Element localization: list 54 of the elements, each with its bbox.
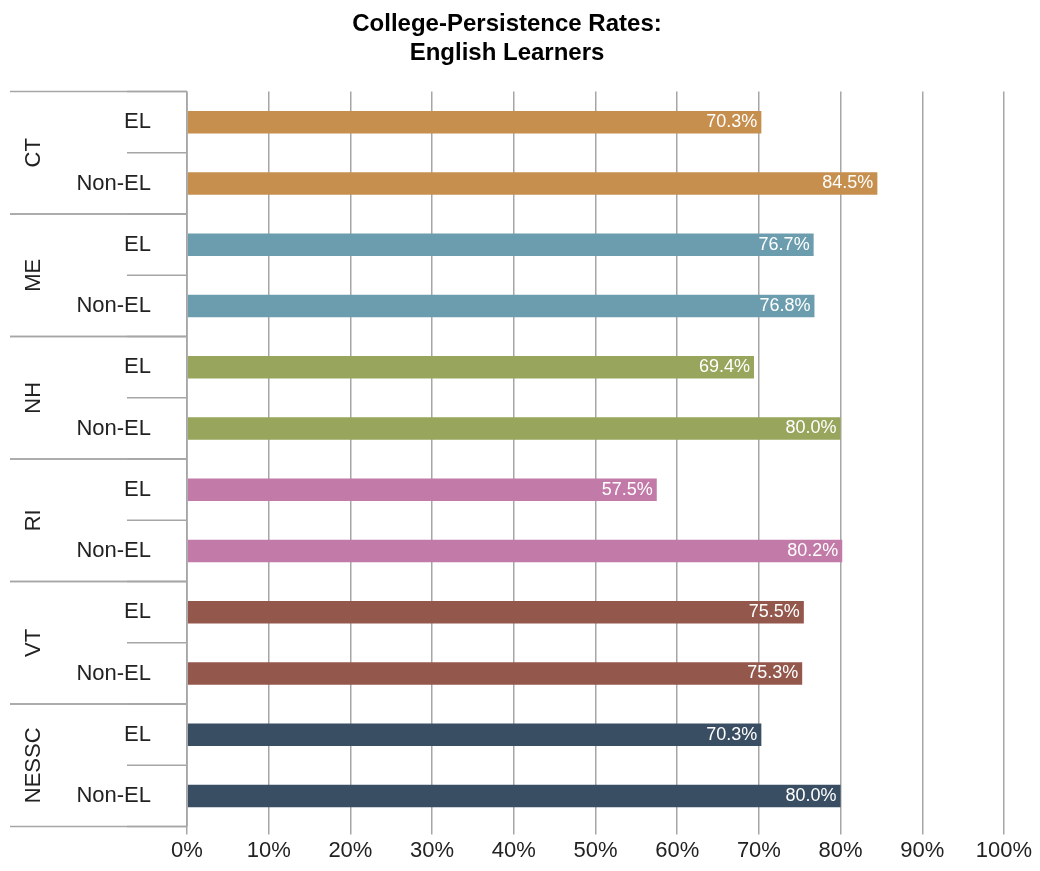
y-tick-label: EL (124, 598, 151, 624)
text: VT (20, 628, 46, 657)
y-tick-label: Non-EL (76, 414, 151, 440)
x-tick-label: 100% (975, 836, 1033, 862)
y-tick-label: EL (124, 230, 151, 256)
bar (187, 294, 815, 318)
y-tick-label: Non-EL (76, 537, 151, 563)
x-tick-label: 80% (818, 836, 863, 862)
y-tick-label: Non-EL (76, 169, 151, 195)
text: RI (20, 509, 46, 532)
y-tick-label: EL (124, 353, 151, 379)
bar (187, 110, 762, 134)
x-tick-label: 20% (328, 836, 373, 862)
bar (187, 723, 762, 747)
y-tick-label: EL (124, 720, 151, 746)
x-tick-label: 50% (573, 836, 618, 862)
data-label: 76.8% (759, 294, 811, 315)
bar (187, 172, 878, 195)
y-tick-label: Non-EL (76, 292, 151, 318)
bar (187, 539, 843, 563)
x-tick-label: 70% (736, 836, 781, 862)
data-label: 80.0% (785, 417, 837, 438)
data-label: 75.3% (747, 662, 799, 683)
data-label: 84.5% (822, 172, 874, 193)
bar (187, 417, 841, 440)
data-label: 80.0% (785, 784, 837, 805)
data-label: 70.3% (706, 111, 758, 132)
bar (187, 478, 657, 502)
bar (187, 600, 804, 624)
y-tick-label: EL (124, 475, 151, 501)
y-tick-label: Non-EL (76, 659, 151, 685)
x-tick-label: 90% (900, 836, 945, 862)
x-tick-label: 10% (246, 836, 291, 862)
data-label: 70.3% (706, 723, 758, 744)
x-tick-label: 0% (171, 836, 203, 862)
bar (187, 233, 814, 257)
y-tick-label: Non-EL (76, 782, 151, 808)
bar (187, 784, 841, 808)
chart-title: College-Persistence Rates: English Learners (352, 9, 662, 65)
x-tick-label: 60% (655, 836, 700, 862)
text: ME (20, 258, 46, 292)
data-label: 75.5% (748, 601, 800, 622)
bar (187, 355, 754, 379)
data-label: 57.5% (601, 478, 653, 499)
text: NESSC (20, 727, 46, 804)
data-label: 80.2% (787, 539, 839, 560)
x-tick-label: 30% (410, 836, 455, 862)
bar (187, 662, 803, 685)
text: NH (20, 381, 46, 414)
data-label: 69.4% (698, 356, 750, 377)
y-tick-label: EL (124, 108, 151, 134)
text: CT (20, 138, 46, 168)
x-tick-label: 40% (491, 836, 536, 862)
data-label: 76.7% (758, 233, 810, 254)
